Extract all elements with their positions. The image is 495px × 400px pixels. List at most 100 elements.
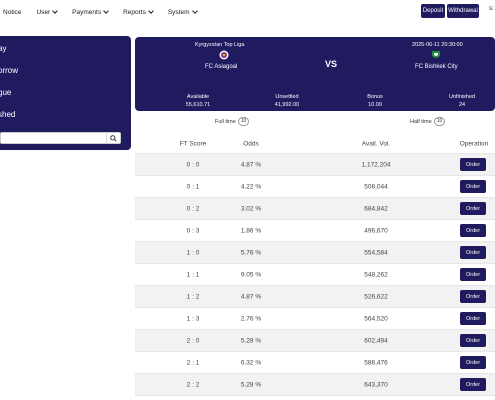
search-button[interactable] (106, 133, 120, 143)
header-operation: Operation (459, 140, 489, 147)
header-score: FT Score (179, 140, 207, 147)
cell-score: 0 : 2 (186, 205, 200, 212)
order-button[interactable]: Order (460, 224, 486, 237)
nav-payments[interactable]: Payments (72, 8, 109, 16)
stat-value: 24 (458, 102, 466, 108)
period-tabs: Full time 10 Half time 10 (135, 117, 495, 131)
nav-user-label: User (36, 8, 51, 16)
nav-reports-label: Reports (123, 8, 146, 16)
order-button[interactable]: Order (460, 158, 486, 171)
cell-odds: 9.05 % (240, 271, 262, 278)
tab-count-badge: 10 (433, 117, 446, 126)
cell-vol: 564,520 (364, 315, 388, 322)
chevron-down-icon (52, 8, 59, 14)
table-row: 1 : 0 5.76 % 554,584 Order (135, 242, 495, 264)
cell-vol: 496,670 (364, 227, 388, 234)
cell-vol: 554,584 (364, 249, 388, 256)
stat-label: Bonus (367, 94, 383, 100)
nav-reports[interactable]: Reports (123, 8, 154, 16)
table-header: FT Score Odds Avail. Vol. Operation (135, 134, 495, 154)
cell-score: 1 : 1 (186, 271, 200, 278)
tab-full-time[interactable]: Full time 10 (215, 117, 250, 126)
stat-available: Available 55,610.71 (173, 93, 223, 109)
top-nav: Notice User Payments Reports System Depo… (0, 0, 495, 24)
cell-vol: 1,172,204 (361, 161, 391, 168)
table-row: 2 : 2 5.28 % 643,370 Order (135, 374, 495, 396)
cell-vol: 548,262 (364, 271, 388, 278)
tab-label: Full time (215, 118, 236, 125)
cell-vol: 602,494 (364, 337, 388, 344)
chevron-down-icon (148, 8, 154, 14)
table-row: 1 : 1 9.05 % 548,262 Order (135, 264, 495, 286)
order-button[interactable]: Order (460, 268, 486, 281)
odds-table: FT Score Odds Avail. Vol. Operation 0 : … (135, 134, 495, 400)
stat-unfinished: Unfinished 24 (437, 93, 487, 109)
header-vol: Avail. Vol. (361, 140, 391, 147)
match-header: Kyrgyzstan Top Liga 2025-06-11 20:30:00 … (135, 37, 495, 111)
away-team-name: FC Bishkek City (415, 64, 458, 70)
cell-score: 1 : 0 (186, 249, 200, 256)
nav-user[interactable]: User (36, 8, 59, 16)
filter-league[interactable]: gue (0, 88, 12, 97)
stat-value: 10.00 (368, 102, 382, 108)
filter-today[interactable]: ay (0, 44, 7, 53)
withdrawal-button[interactable]: Withdrawal (447, 4, 479, 18)
cell-odds: 6.32 % (240, 359, 262, 366)
stat-unsettled: Unsettled 41,992.00 (262, 93, 312, 109)
order-button[interactable]: Order (460, 202, 486, 215)
order-button[interactable]: Order (460, 246, 486, 259)
filter-tomorrow[interactable]: orrow (0, 66, 19, 75)
table-row: 2 : 1 6.32 % 586,476 Order (135, 352, 495, 374)
cell-odds: 5.28 % (240, 381, 262, 388)
nav-notice-label: Notice (3, 8, 22, 16)
table-row: 2 : 0 5.28 % 602,494 Order (135, 330, 495, 352)
stat-label: Unsettled (275, 94, 299, 100)
nav-system-label: System (167, 8, 190, 16)
vs-label: VS (325, 59, 338, 69)
cell-odds: 4.87 % (240, 161, 262, 168)
order-button[interactable]: Order (460, 290, 486, 303)
deposit-button[interactable]: Deposit (421, 4, 445, 18)
cell-odds: 5.28 % (240, 337, 262, 344)
cell-odds: 4.87 % (240, 293, 262, 300)
chevron-down-icon (191, 8, 198, 14)
cell-vol: 508,044 (364, 183, 388, 190)
cell-score: 0 : 0 (186, 161, 200, 168)
tab-label: Half time (410, 118, 432, 125)
header-odds: Odds (243, 140, 259, 147)
order-button[interactable]: Order (460, 334, 486, 347)
cell-score: 1 : 3 (186, 315, 200, 322)
nav-payments-label: Payments (72, 8, 102, 16)
cell-odds: 2.76 % (240, 315, 262, 322)
cell-odds: 4.22 % (240, 183, 262, 190)
cell-odds: 3.02 % (240, 205, 262, 212)
table-row: 0 : 1 4.22 % 508,044 Order (135, 176, 495, 198)
search-input[interactable] (0, 132, 121, 144)
stat-value: 41,992.00 (274, 102, 300, 108)
stat-bonus: Bonus 10.00 (350, 93, 400, 109)
order-button[interactable]: Order (460, 180, 486, 193)
table-row: 0 : 3 1.86 % 496,670 Order (135, 220, 495, 242)
home-team-name: FC Asiagoal (205, 64, 238, 70)
order-button[interactable]: Order (460, 312, 486, 325)
nav-system[interactable]: System (167, 8, 198, 16)
order-button[interactable]: Order (460, 356, 486, 369)
table-row: 2 : 32.18 %615,692Order (135, 396, 495, 400)
home-team-logo (219, 50, 229, 60)
cell-score: 0 : 1 (186, 183, 200, 190)
cell-odds: 1.86 % (240, 227, 262, 234)
league-name: Kyrgyzstan Top Liga (195, 42, 245, 48)
chevron-down-icon (103, 8, 109, 14)
stat-label: Available (186, 94, 210, 100)
match-datetime: 2025-06-11 20:30:00 (412, 42, 463, 48)
stat-value: 55,610.71 (185, 102, 211, 108)
away-team-logo (432, 51, 440, 58)
cell-vol: 586,476 (364, 359, 388, 366)
order-button[interactable]: Order (460, 378, 486, 391)
nav-user-menu[interactable]: s: (489, 6, 494, 12)
filter-finished[interactable]: shed (0, 110, 16, 119)
nav-notice[interactable]: Notice (3, 9, 21, 16)
cell-score: 2 : 0 (186, 337, 200, 344)
table-row: 1 : 2 4.87 % 526,622 Order (135, 286, 495, 308)
tab-half-time[interactable]: Half time 10 (410, 117, 446, 126)
